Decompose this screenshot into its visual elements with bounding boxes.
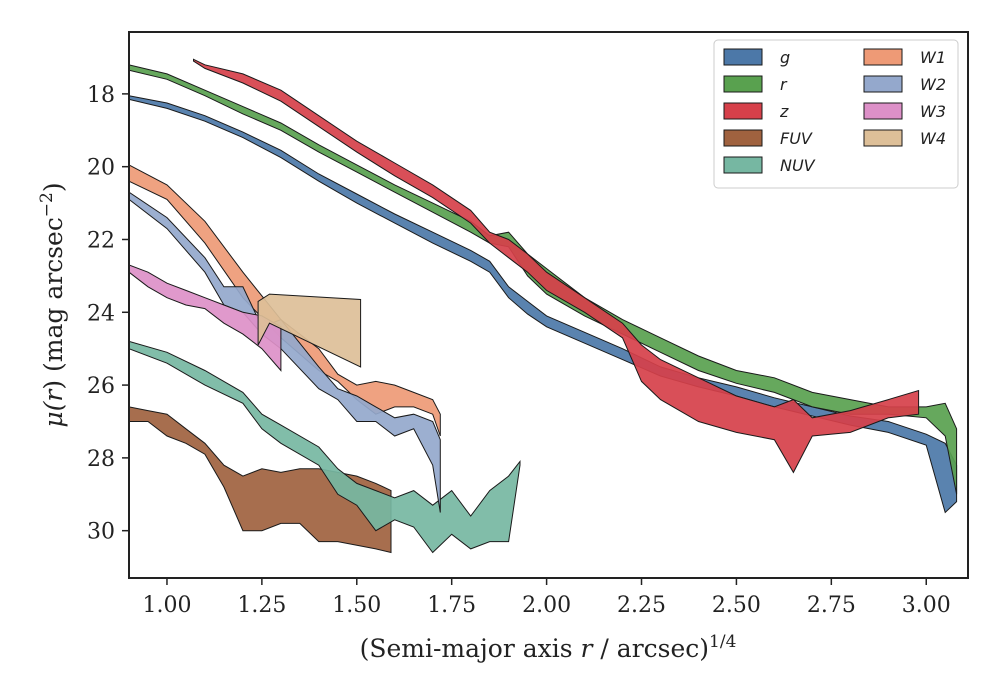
band-nuv [129,340,521,554]
band-g [129,95,958,514]
legend-label-w1: W1 [920,48,946,67]
band-w3 [129,264,282,372]
legend-swatch-z [723,102,763,120]
plot-frame [128,31,969,579]
y-tick-label: 28 [87,447,115,472]
y-tick-label: 26 [87,374,115,399]
y-tick-label: 24 [87,301,115,326]
band-w4 [257,293,362,368]
legend-label-nuv: NUV [780,156,816,175]
legend-swatch-r [723,75,763,93]
x-tick-label: 2.00 [522,593,571,618]
legend-swatch-g [723,48,763,66]
legend-swatch-w2 [863,75,903,93]
x-tick-label: 1.50 [332,593,381,618]
band-fuv [129,406,392,554]
legend-swatch-w3 [863,102,903,120]
x-tick-label: 2.50 [712,593,761,618]
y-tick-label: 22 [87,228,115,253]
legend-swatch-w4 [863,129,903,147]
x-tick-label: 1.00 [142,593,191,618]
legend-swatch-nuv [723,156,763,174]
y-axis-label: μ(r) (mag arcsec−2) [37,182,68,427]
chart-bands [129,58,958,554]
legend-swatch-fuv [723,129,763,147]
legend-label-z: z [779,102,789,121]
x-tick-label: 1.75 [427,593,476,618]
band-w2 [129,191,441,513]
legend-swatch-w1 [863,48,903,66]
y-tick-label: 30 [87,520,115,545]
x-axis-label: (Semi-major axis r / arcsec)1/4 [360,632,737,663]
y-tick-label: 20 [87,156,115,181]
x-tick-label: 3.00 [902,593,951,618]
legend-label-w2: W2 [920,75,946,94]
axis-ticks: 1.00 1.25 1.50 1.75 2.00 2.25 2.50 2.75 3.00 18 20… [87,83,951,618]
legend-label-r: r [780,75,788,94]
x-tick-label: 2.75 [807,593,856,618]
legend-label-w4: W4 [920,129,946,148]
band-z [193,58,920,474]
chart-legend: grz FUV NUV W1 W2 W3 W4 [713,39,959,189]
legend-label-g: g [780,48,790,67]
legend-label-fuv: FUV [780,129,813,148]
x-tick-label: 1.25 [237,593,286,618]
x-tick-label: 2.25 [617,593,666,618]
y-tick-label: 18 [87,83,115,108]
legend-label-w3: W3 [920,102,946,121]
